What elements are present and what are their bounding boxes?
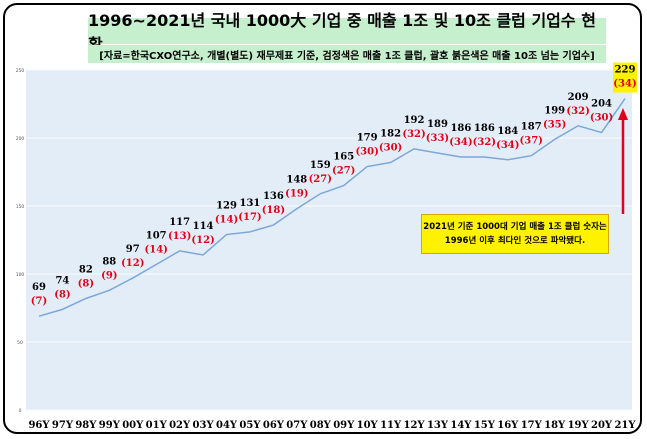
gridlines	[26, 69, 632, 411]
x-tick-label: 15Y	[474, 420, 496, 431]
x-tick-label: 02Y	[169, 420, 191, 431]
x-tick-label: 08Y	[310, 420, 332, 431]
x-tick-label: 19Y	[568, 420, 590, 431]
paren-label: (17)	[238, 212, 261, 223]
chart-title: 1996~2021년 국내 1000大 기업 중 매출 1조 및 10조 클럽 …	[88, 11, 606, 54]
paren-label: (33)	[426, 133, 449, 144]
paren-label: (34)	[613, 79, 636, 90]
paren-label: (32)	[566, 106, 589, 117]
x-tick-label: 11Y	[380, 420, 402, 431]
y-tick-label: 50	[17, 340, 23, 346]
value-label: 186	[450, 123, 471, 134]
paren-label: (8)	[78, 278, 94, 289]
paren-label: (14)	[145, 244, 168, 255]
value-label: 179	[357, 133, 378, 144]
value-label: 192	[404, 115, 425, 126]
x-tick-label: 18Y	[544, 420, 566, 431]
y-tick-label: 250	[16, 68, 25, 74]
x-tick-label: 01Y	[146, 420, 168, 431]
value-label: 182	[380, 128, 401, 139]
paren-label: (8)	[54, 289, 70, 300]
callout-line-2: 1996년 이후 최다인 것으로 파악됐다.	[444, 236, 586, 246]
x-tick-label: 00Y	[122, 420, 144, 431]
paren-label: (7)	[31, 296, 47, 307]
value-label: 74	[55, 275, 69, 286]
highlight-arrow	[618, 108, 628, 214]
x-tick-label: 14Y	[450, 420, 472, 431]
value-label: 117	[169, 217, 190, 228]
value-label: 107	[146, 230, 167, 241]
arrow-head	[618, 108, 628, 120]
highlight-box	[613, 62, 637, 93]
x-tick-label: 96Y	[28, 420, 50, 431]
x-tick-label: 12Y	[404, 420, 426, 431]
y-tick-label: 0	[19, 408, 22, 414]
y-tick-label: 150	[16, 204, 25, 210]
paren-label: (34)	[449, 137, 472, 148]
y-tick-label: 100	[16, 272, 25, 278]
paren-label: (18)	[262, 205, 285, 216]
x-tick-label: 07Y	[286, 420, 308, 431]
value-label: 159	[310, 160, 331, 171]
x-tick-label: 03Y	[193, 420, 215, 431]
value-label: 88	[102, 256, 116, 267]
paren-label: (27)	[332, 166, 355, 177]
chart-subtitle: [자료=한국CXO연구소, 개별(별도) 재무제표 기준, 검정색은 매출 1조…	[88, 45, 606, 63]
y-axis-ticks: 0 50 100 150 200 250	[16, 68, 25, 414]
value-label: 186	[474, 123, 495, 134]
value-label: 129	[216, 201, 237, 212]
paren-label: (9)	[101, 270, 117, 281]
x-axis-ticks: 96Y 97Y 98Y 99Y 00Y 01Y 02Y 03Y 04Y 05Y 06Y 07Y 08Y 0…	[28, 420, 636, 431]
paren-label: (14)	[215, 215, 238, 226]
callout-line-1: 2021년 기준 1000대 기업 매출 1조 클럽 숫자는	[423, 222, 607, 232]
x-tick-label: 06Y	[263, 420, 285, 431]
paren-label: (34)	[496, 140, 519, 151]
x-tick-label: 20Y	[591, 420, 613, 431]
x-tick-label: 21Y	[614, 420, 636, 431]
value-label: 209	[568, 92, 589, 103]
data-labels: 69 (7) 74 (8) 82 (8) 88 (9) 97 (12) 107 (14) 117 (13)…	[31, 62, 637, 307]
y-tick-label: 200	[16, 136, 25, 142]
paren-label: (30)	[355, 147, 378, 158]
value-label: 199	[544, 105, 565, 116]
x-tick-label: 09Y	[333, 420, 355, 431]
value-label: 165	[333, 152, 354, 163]
x-tick-label: 10Y	[357, 420, 379, 431]
value-label: 82	[79, 264, 93, 275]
paren-label: (27)	[309, 174, 332, 185]
paren-label: (12)	[191, 235, 214, 246]
x-tick-label: 13Y	[427, 420, 449, 431]
callout-annotation: 2021년 기준 1000대 기업 매출 1조 클럽 숫자는 1996년 이후 …	[421, 214, 609, 254]
paren-label: (30)	[590, 113, 613, 124]
value-label: 69	[32, 282, 46, 293]
value-label: 97	[126, 244, 140, 255]
x-tick-label: 04Y	[216, 420, 238, 431]
x-tick-label: 99Y	[99, 420, 121, 431]
paren-label: (12)	[121, 258, 144, 269]
series-line-1조-club	[38, 98, 626, 317]
value-label: 189	[427, 119, 448, 130]
value-label: 187	[521, 122, 542, 133]
x-tick-label: 97Y	[52, 420, 74, 431]
paren-label: (32)	[473, 137, 496, 148]
value-label: 148	[286, 175, 307, 186]
value-label: 184	[497, 126, 518, 137]
value-label: 229	[615, 65, 636, 76]
paren-label: (30)	[379, 142, 402, 153]
paren-label: (37)	[520, 136, 543, 147]
x-tick-label: 16Y	[497, 420, 519, 431]
x-tick-label: 17Y	[521, 420, 543, 431]
value-label: 136	[263, 191, 284, 202]
x-tick-label: 98Y	[75, 420, 97, 431]
paren-label: (32)	[402, 129, 425, 140]
paren-label: (35)	[543, 119, 566, 130]
value-label: 131	[240, 198, 261, 209]
paren-label: (19)	[285, 189, 308, 200]
x-tick-label: 05Y	[239, 420, 261, 431]
value-label: 204	[591, 99, 612, 110]
paren-label: (13)	[168, 231, 191, 242]
value-label: 114	[193, 221, 214, 232]
